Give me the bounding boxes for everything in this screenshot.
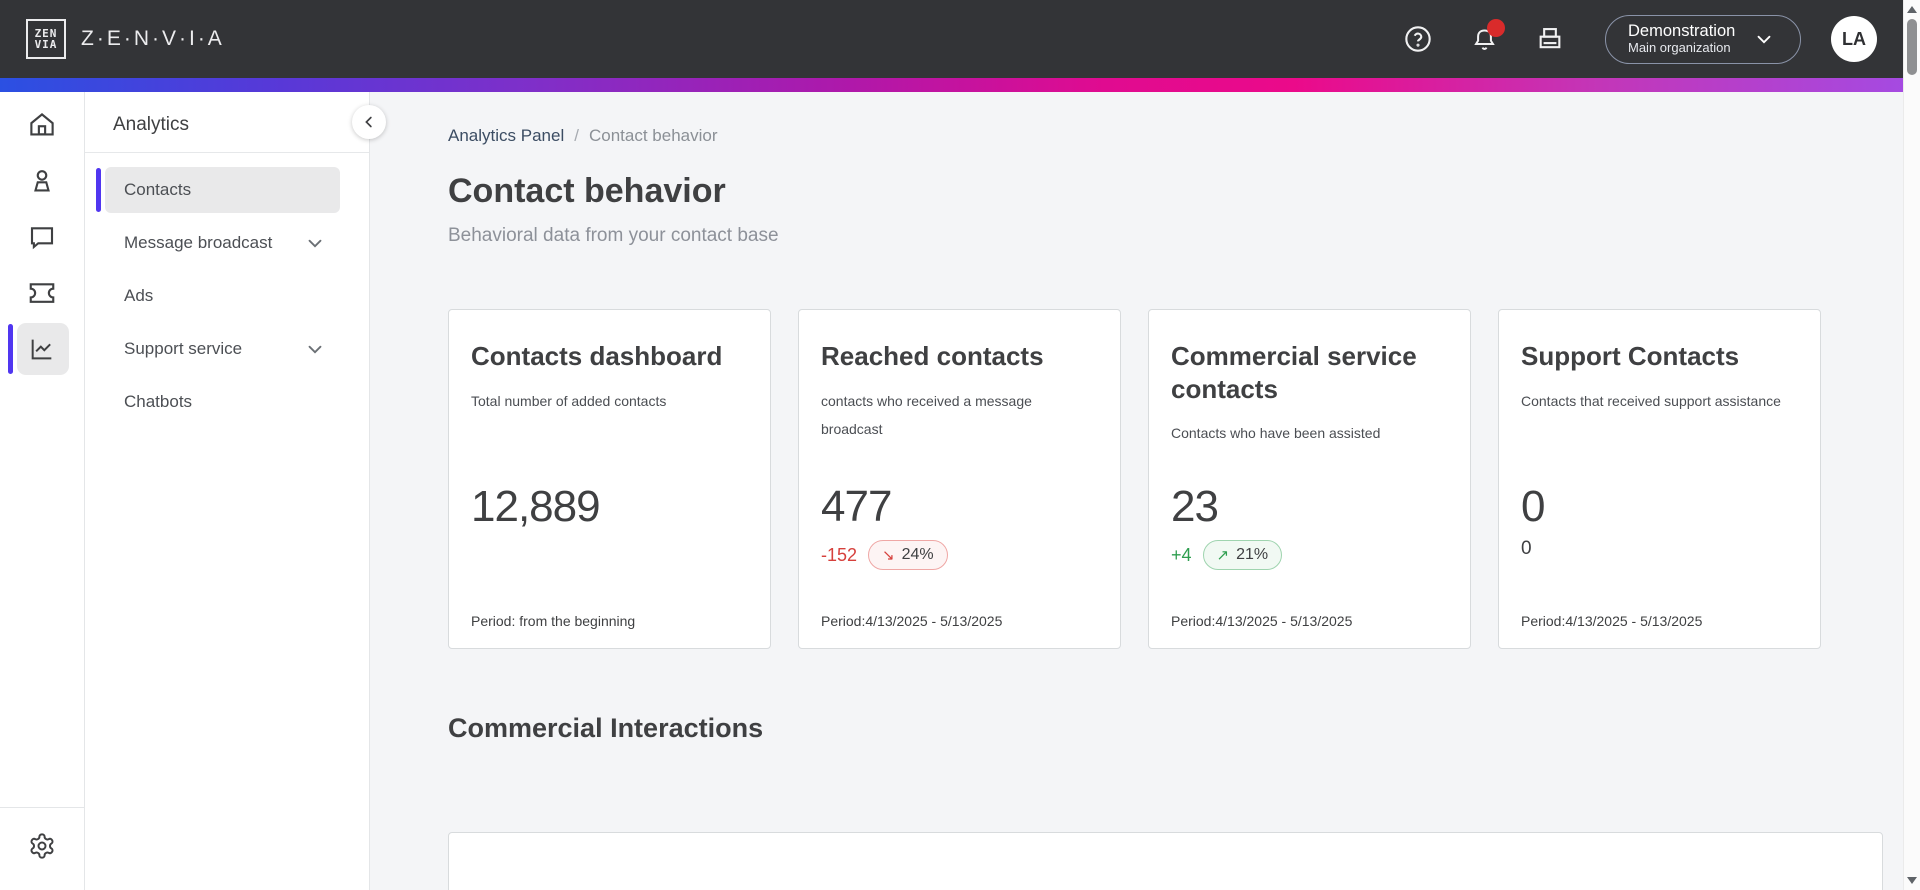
- icon-rail: [0, 92, 85, 890]
- help-icon[interactable]: [1403, 24, 1433, 54]
- trend-up-arrow-icon: ↗: [1216, 547, 1230, 564]
- main-content: Analytics Panel / Contact behavior Conta…: [370, 92, 1903, 890]
- card-description: contacts who received a message broadcas…: [821, 392, 1032, 437]
- zenvia-brand: ZEN VIA Z·E·N·V·I·A: [26, 19, 225, 59]
- card-title: Support Contacts: [1521, 341, 1740, 371]
- card-period: Period:4/13/2025 - 5/13/2025: [1521, 613, 1703, 629]
- card-period: Period: from the beginning: [471, 613, 636, 629]
- panel-title: Analytics: [113, 114, 190, 135]
- menu-item-chatbots[interactable]: Chatbots: [124, 392, 193, 411]
- card-period: Period:4/13/2025 - 5/13/2025: [821, 613, 1003, 629]
- card-secondary-value: 0: [1521, 538, 1532, 559]
- trend-row: +4 ↗ 21%: [1171, 540, 1283, 570]
- breadcrumb: Analytics Panel / Contact behavior: [448, 126, 1883, 146]
- card-description: Contacts who have been assisted: [1171, 425, 1381, 441]
- page-title: Contact behavior: [448, 172, 726, 210]
- collapse-panel-button[interactable]: [352, 105, 386, 139]
- rail-item-analytics[interactable]: [0, 321, 85, 377]
- top-bar: ZEN VIA Z·E·N·V·I·A: [0, 0, 1903, 78]
- card-value: 0: [1521, 482, 1546, 531]
- printer-icon[interactable]: [1535, 24, 1565, 54]
- analytics-submenu-panel: Analytics Contacts Message broadcast Ads: [85, 92, 386, 890]
- brand-gradient-bar: [0, 78, 1903, 92]
- section-title-commercial-interactions: Commercial Interactions: [448, 713, 764, 743]
- user-avatar[interactable]: LA: [1831, 16, 1877, 62]
- scrollbar-thumb[interactable]: [1907, 19, 1917, 75]
- scrollbar-down-arrow[interactable]: [1907, 877, 1917, 884]
- delta-value: -152: [821, 544, 858, 565]
- chevron-down-icon: [304, 338, 326, 360]
- settings-gear-icon[interactable]: [0, 830, 85, 862]
- card-contacts-dashboard: Contacts dashboard Total number of added…: [448, 309, 771, 649]
- breadcrumb-analytics-panel[interactable]: Analytics Panel: [448, 126, 565, 145]
- trend-badge-down: ↘ 24%: [868, 540, 948, 570]
- trend-down-arrow-icon: ↘: [882, 547, 895, 564]
- card-description: Total number of added contacts: [471, 392, 667, 409]
- trend-percent: 21%: [1236, 546, 1269, 563]
- commercial-interactions-panel: [448, 832, 1883, 890]
- card-description: Contacts that received support assistanc…: [1521, 392, 1781, 409]
- card-period: Period:4/13/2025 - 5/13/2025: [1171, 613, 1353, 629]
- menu-item-message-broadcast[interactable]: Message broadcast: [105, 220, 340, 266]
- topbar-actions: Demonstration Main organization LA: [1367, 14, 1877, 64]
- card-commercial-service-contacts: Commercial service contacts Contacts who…: [1148, 309, 1471, 649]
- delta-value: +4: [1171, 544, 1192, 565]
- card-reached-contacts: Reached contacts contacts who received a…: [798, 309, 1121, 649]
- rail-item-contacts[interactable]: [0, 153, 85, 209]
- organization-name: Demonstration: [1628, 22, 1736, 41]
- card-value: 477: [821, 482, 892, 531]
- card-value: 23: [1171, 482, 1219, 531]
- card-support-contacts: Support Contacts Contacts that received …: [1498, 309, 1821, 649]
- rail-item-tickets[interactable]: [0, 265, 85, 321]
- brand-name: Z·E·N·V·I·A: [81, 27, 225, 50]
- trend-badge-up: ↗ 21%: [1202, 540, 1283, 570]
- notifications-bell-icon[interactable]: [1469, 19, 1505, 54]
- scrollbar-up-arrow[interactable]: [1907, 6, 1917, 13]
- card-title: Contacts dashboard: [471, 341, 723, 371]
- chevron-down-icon: [304, 232, 326, 254]
- page-scrollbar[interactable]: [1903, 0, 1920, 890]
- card-title: Reached contacts: [821, 341, 1044, 371]
- trend-row: -152 ↘ 24%: [821, 540, 948, 570]
- breadcrumb-current: Contact behavior: [588, 126, 718, 145]
- page-subtitle: Behavioral data from your contact base: [448, 225, 779, 246]
- menu-item-ads[interactable]: Ads: [124, 286, 154, 305]
- rail-item-home[interactable]: [0, 97, 85, 153]
- breadcrumb-separator: /: [574, 126, 579, 145]
- card-title: Commercial service contacts: [1171, 341, 1417, 404]
- notification-badge: [1487, 19, 1505, 37]
- card-value: 12,889: [471, 482, 601, 531]
- organization-subtitle: Main organization: [1628, 40, 1731, 56]
- kpi-cards-row: Contacts dashboard Total number of added…: [448, 309, 1883, 649]
- chevron-down-icon: [1753, 28, 1775, 50]
- analytics-menu: Contacts Message broadcast Ads Support s…: [85, 153, 369, 425]
- menu-item-support-service[interactable]: Support service: [105, 326, 340, 372]
- menu-item-contacts[interactable]: Contacts: [96, 167, 340, 213]
- zenvia-logo-icon: ZEN VIA: [26, 19, 66, 59]
- organization-switcher[interactable]: Demonstration Main organization: [1605, 14, 1801, 64]
- rail-item-conversations[interactable]: [0, 209, 85, 265]
- trend-percent: 24%: [901, 546, 934, 563]
- panel-divider: [85, 152, 369, 153]
